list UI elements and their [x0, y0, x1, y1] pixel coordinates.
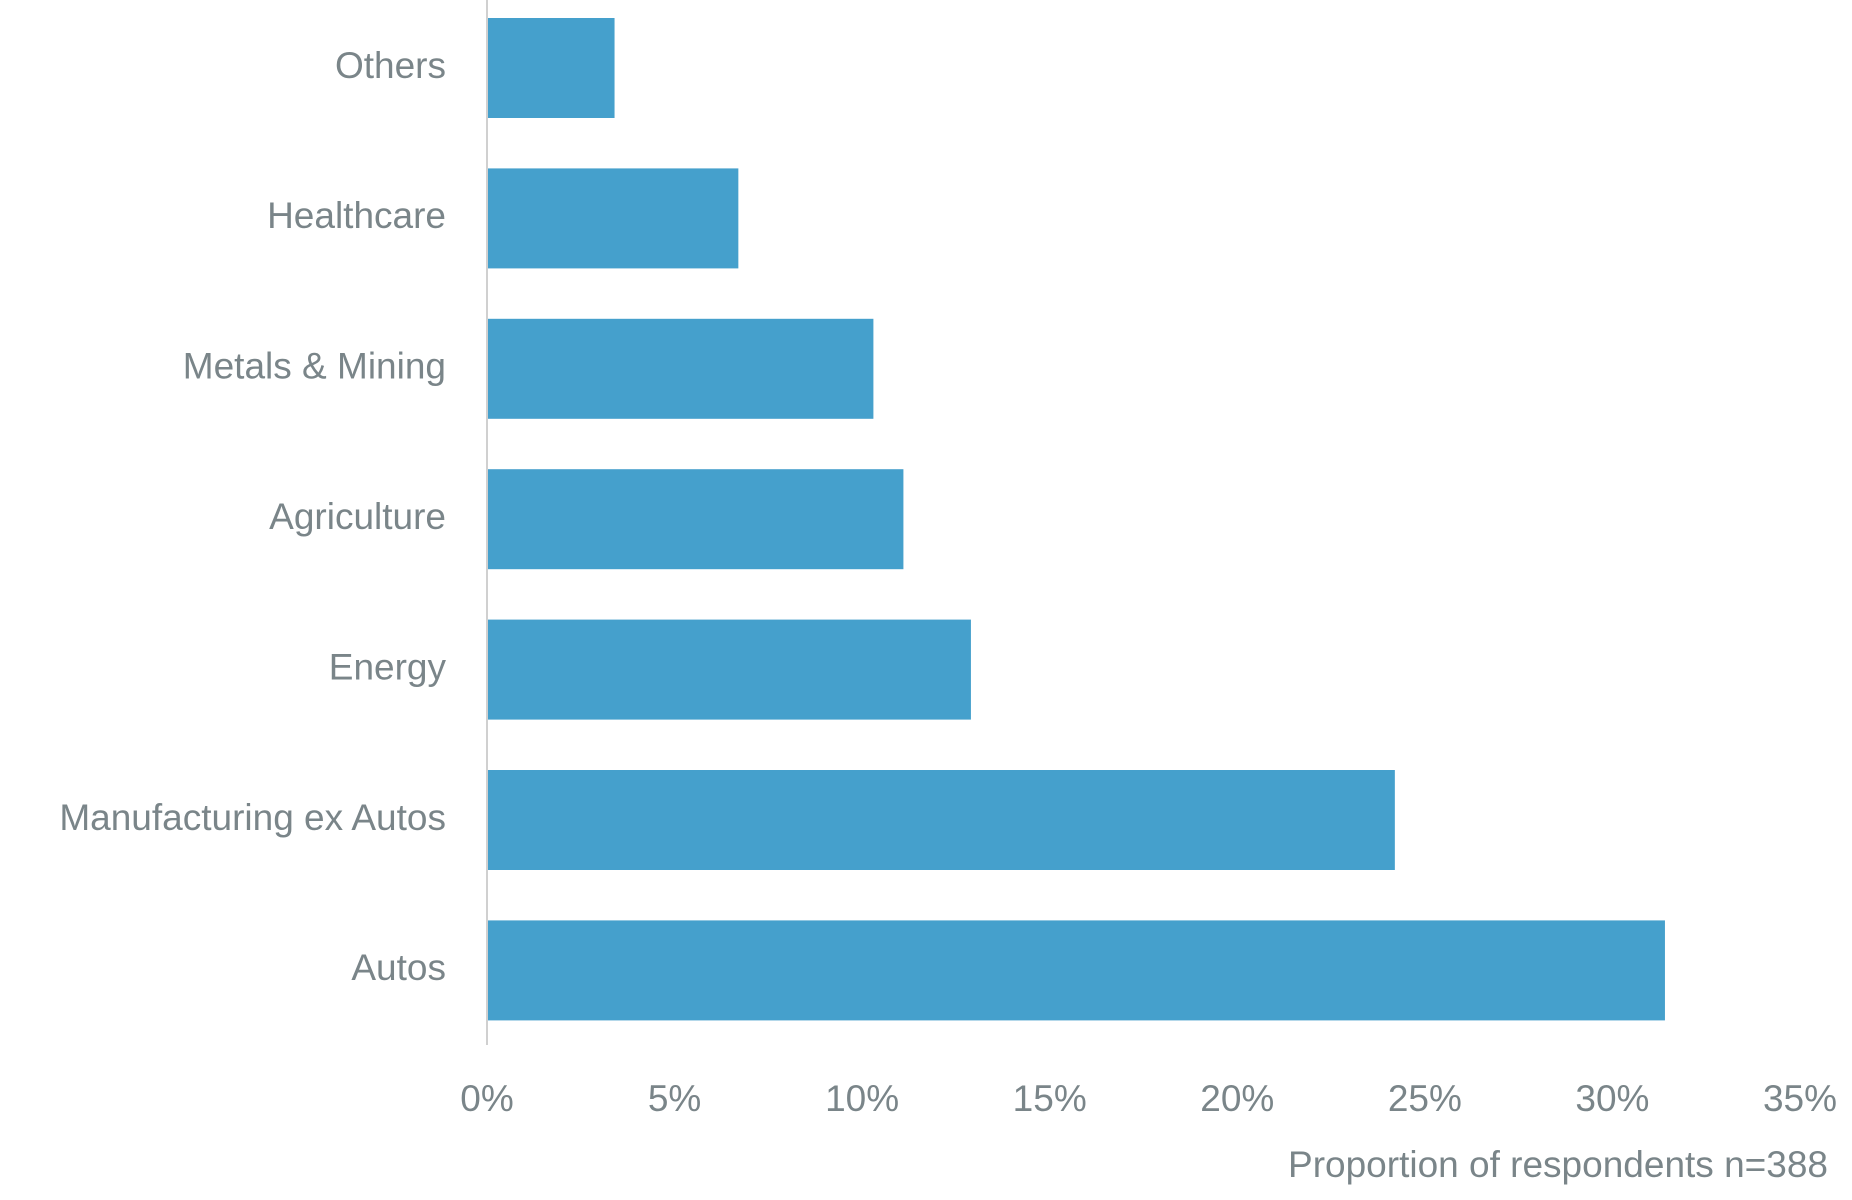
- x-tick-label: 35%: [1763, 1078, 1837, 1119]
- bar: [487, 318, 874, 419]
- x-tick-label: 0%: [460, 1078, 513, 1119]
- x-tick-label: 5%: [648, 1078, 701, 1119]
- y-tick-label: Energy: [329, 646, 447, 687]
- x-tick-label: 20%: [1200, 1078, 1274, 1119]
- bar: [487, 619, 971, 720]
- bar: [487, 469, 904, 570]
- y-tick-label: Others: [335, 45, 446, 86]
- y-tick-label: Agriculture: [269, 496, 446, 537]
- bar: [487, 18, 615, 118]
- x-axis-label: Proportion of respondents n=388: [1288, 1144, 1828, 1185]
- x-tick-label: 15%: [1013, 1078, 1087, 1119]
- y-tick-label: Metals & Mining: [183, 346, 446, 387]
- x-tick-label: 25%: [1388, 1078, 1462, 1119]
- x-tick-label: 30%: [1575, 1078, 1649, 1119]
- bar: [487, 168, 739, 269]
- bar: [487, 770, 1395, 870]
- x-tick-label: 10%: [825, 1078, 899, 1119]
- bar: [487, 920, 1665, 1021]
- y-tick-label: Manufacturing ex Autos: [59, 797, 446, 838]
- y-tick-label: Autos: [351, 947, 446, 988]
- y-tick-label: Healthcare: [267, 195, 446, 236]
